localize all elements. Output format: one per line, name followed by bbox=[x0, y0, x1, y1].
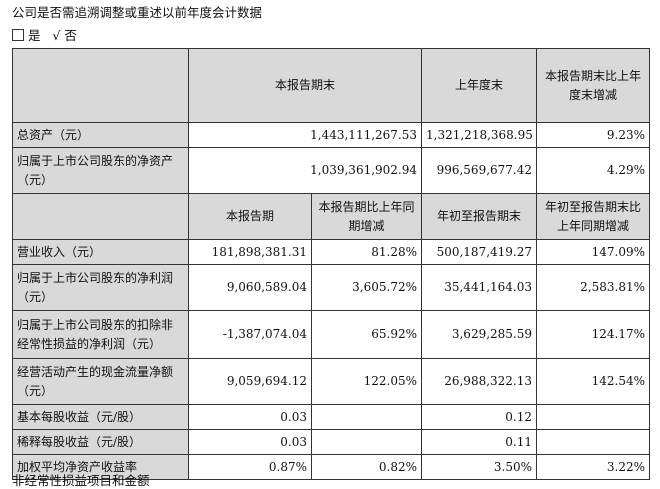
value-cell: 65.92% bbox=[310, 310, 423, 359]
table-row: 经营活动产生的现金流量净额（元） 9,059,694.12 122.05% 26… bbox=[12, 358, 651, 405]
value-cell bbox=[536, 404, 651, 430]
section-heading: 公司是否需追溯调整或重述以前年度会计数据 bbox=[12, 5, 263, 20]
value-cell: 3,605.72% bbox=[310, 264, 423, 311]
header-change-vs-year-end: 本报告期末比上年度末增减 bbox=[536, 48, 651, 123]
value-cell: 9,060,589.04 bbox=[188, 264, 312, 311]
row-label: 稀释每股收益（元/股） bbox=[12, 429, 189, 455]
value-cell: 0.11 bbox=[421, 429, 538, 455]
table-row: 归属于上市公司股东的扣除非经常性损益的净利润（元） -1,387,074.04 … bbox=[12, 310, 651, 359]
yes-checkbox bbox=[12, 29, 24, 41]
check-mark-icon: √ bbox=[52, 28, 61, 43]
header-prior-year-end: 上年度末 bbox=[421, 48, 538, 123]
value-cell: 2,583.81% bbox=[536, 264, 651, 311]
row-label: 营业收入（元） bbox=[12, 239, 189, 265]
header-current-change: 本报告期比上年同期增减 bbox=[310, 193, 423, 240]
value-cell: 1,039,361,902.94 bbox=[187, 147, 423, 194]
table-row: 加权平均净资产收益率 0.87% 0.82% 3.50% 3.22% bbox=[12, 454, 651, 480]
value-cell: 3,629,285.59 bbox=[421, 310, 538, 359]
value-cell bbox=[310, 404, 423, 430]
header-current-period: 本报告期 bbox=[188, 193, 312, 240]
value-cell bbox=[310, 429, 423, 455]
table-row: 归属于上市公司股东的净资产（元） 1,039,361,902.94 996,56… bbox=[12, 147, 651, 194]
table-row: 稀释每股收益（元/股） 0.03 0.11 bbox=[12, 429, 651, 455]
value-cell: 0.03 bbox=[188, 404, 312, 430]
balance-header-row: 本报告期末 上年度末 本报告期末比上年度末增减 bbox=[12, 48, 651, 123]
row-label: 经营活动产生的现金流量净额（元） bbox=[12, 358, 189, 405]
header-ytd-change: 年初至报告期末比上年同期增减 bbox=[536, 193, 651, 240]
value-cell: 26,988,322.13 bbox=[421, 358, 538, 405]
value-cell: 3.50% bbox=[421, 454, 538, 480]
table-row: 总资产（元） 1,443,111,267.53 1,321,218,368.95… bbox=[12, 122, 651, 148]
value-cell: 0.87% bbox=[188, 454, 312, 480]
restatement-choice: 是 √ 否 bbox=[12, 25, 77, 44]
blank-header-cell bbox=[12, 193, 189, 240]
value-cell: 147.09% bbox=[536, 239, 651, 265]
no-label: 否 bbox=[64, 28, 77, 43]
row-label: 基本每股收益（元/股） bbox=[12, 404, 189, 430]
table-row: 营业收入（元） 181,898,381.31 81.28% 500,187,41… bbox=[12, 239, 651, 265]
financial-data-table: 本报告期末 上年度末 本报告期末比上年度末增减 总资产（元） 1,443,111… bbox=[12, 48, 651, 480]
section-footer: 非经常性损益项目和金额 bbox=[12, 473, 150, 488]
value-cell: 3.22% bbox=[536, 454, 651, 480]
table-row: 基本每股收益（元/股） 0.03 0.12 bbox=[12, 404, 651, 430]
row-label: 归属于上市公司股东的净资产（元） bbox=[12, 147, 189, 194]
income-header-row: 本报告期 本报告期比上年同期增减 年初至报告期末 年初至报告期末比上年同期增减 bbox=[12, 193, 651, 240]
row-label: 总资产（元） bbox=[12, 122, 189, 148]
value-cell: 124.17% bbox=[536, 310, 651, 359]
row-label: 加权平均净资产收益率 bbox=[12, 454, 189, 480]
value-cell: 1,321,218,368.95 bbox=[421, 122, 538, 148]
value-cell: 81.28% bbox=[310, 239, 423, 265]
table-row: 归属于上市公司股东的净利润（元） 9,060,589.04 3,605.72% … bbox=[12, 264, 651, 311]
header-period-end: 本报告期末 bbox=[187, 48, 423, 123]
value-cell: 1,443,111,267.53 bbox=[187, 122, 423, 148]
value-cell: 996,569,677.42 bbox=[421, 147, 538, 194]
value-cell: 142.54% bbox=[536, 358, 651, 405]
yes-label: 是 bbox=[28, 28, 41, 43]
value-cell: -1,387,074.04 bbox=[188, 310, 312, 359]
value-cell: 9.23% bbox=[536, 122, 651, 148]
value-cell: 9,059,694.12 bbox=[188, 358, 312, 405]
value-cell: 4.29% bbox=[536, 147, 651, 194]
value-cell bbox=[536, 429, 651, 455]
value-cell: 0.03 bbox=[188, 429, 312, 455]
header-ytd: 年初至报告期末 bbox=[421, 193, 538, 240]
value-cell: 122.05% bbox=[310, 358, 423, 405]
value-cell: 35,441,164.03 bbox=[421, 264, 538, 311]
blank-header-cell bbox=[12, 48, 189, 123]
row-label: 归属于上市公司股东的扣除非经常性损益的净利润（元） bbox=[12, 310, 189, 359]
value-cell: 0.82% bbox=[310, 454, 423, 480]
value-cell: 0.12 bbox=[421, 404, 538, 430]
value-cell: 500,187,419.27 bbox=[421, 239, 538, 265]
value-cell: 181,898,381.31 bbox=[188, 239, 312, 265]
row-label: 归属于上市公司股东的净利润（元） bbox=[12, 264, 189, 311]
